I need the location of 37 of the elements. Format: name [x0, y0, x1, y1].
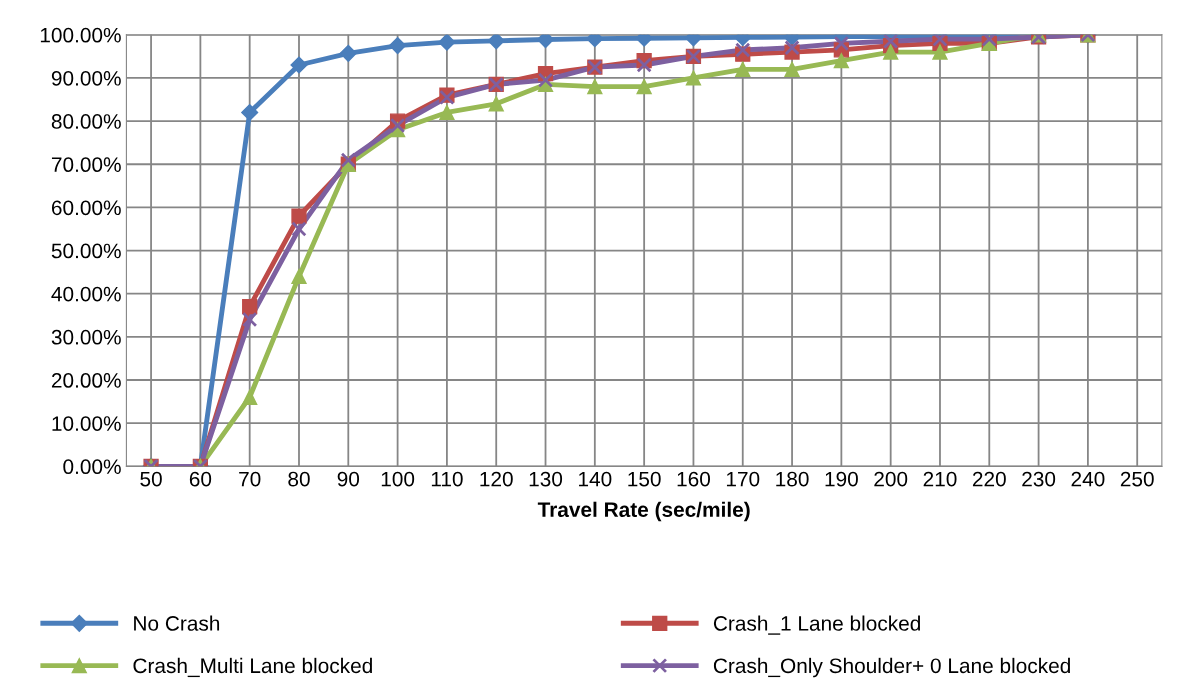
x-tick-label: 160 — [677, 471, 711, 487]
x-tick-label: 220 — [972, 471, 1006, 487]
x-tick-label: 190 — [825, 471, 858, 487]
y-tick-label: 10.00% — [52, 416, 121, 431]
x-tick-label: 250 — [1120, 471, 1154, 487]
x-tick-label: 130 — [529, 471, 563, 487]
x-tick-label: 50 — [140, 471, 162, 487]
x-tick-label: 240 — [1071, 471, 1105, 487]
x-tick-label: 170 — [726, 471, 760, 487]
x-tick-label: 90 — [337, 471, 360, 487]
y-tick-label: 70.00% — [51, 157, 121, 173]
x-axis-title: Travel Rate (sec/mile) — [537, 501, 750, 522]
y-tick-label: 90.00% — [51, 70, 121, 86]
y-tick-label: 100.00% — [40, 27, 121, 43]
x-tick-label: 230 — [1022, 471, 1056, 487]
legend-label: Crash_Multi Lane blocked — [133, 657, 372, 678]
x-tick-label: 110 — [431, 471, 463, 487]
x-tick-label: 200 — [874, 471, 908, 487]
x-tick-label: 140 — [579, 471, 612, 487]
x-tick-label: 80 — [288, 471, 310, 487]
x-tick-label: 210 — [923, 471, 957, 487]
y-tick-label: 20.00% — [51, 373, 121, 388]
legend-label: Crash_1 Lane blocked — [713, 615, 920, 635]
y-tick-label: 60.00% — [51, 200, 121, 216]
x-tick-label: 120 — [480, 471, 513, 487]
legend-label: No Crash — [134, 615, 220, 631]
y-tick-label: 50.00% — [51, 243, 121, 259]
x-tick-label: 70 — [239, 471, 261, 487]
x-tick-label: 100 — [381, 471, 415, 487]
x-tick-label: 150 — [628, 471, 661, 487]
y-tick-label: 40.00% — [51, 286, 121, 302]
y-tick-label: 30.00% — [51, 329, 121, 345]
y-tick-label: 80.00% — [51, 114, 121, 129]
x-tick-label: 60 — [189, 471, 212, 487]
x-tick-label: 180 — [776, 471, 809, 487]
y-tick-label: 0.00% — [63, 459, 121, 475]
legend-label: Crash_Only Shoulder+ 0 Lane blocked — [713, 657, 1070, 678]
